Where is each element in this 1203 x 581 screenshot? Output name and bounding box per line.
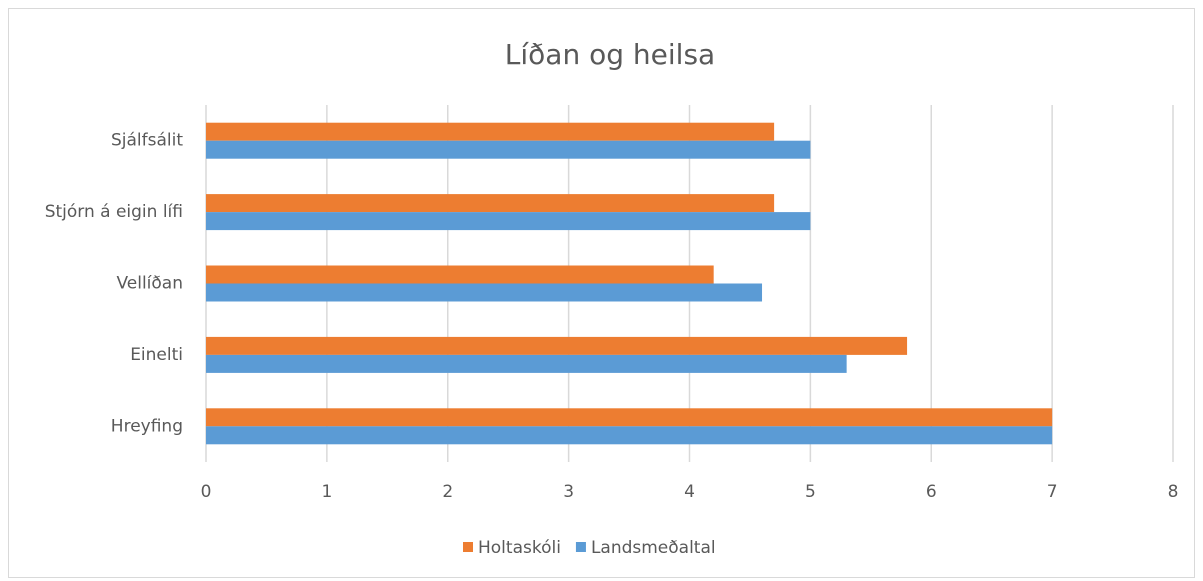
bar bbox=[206, 265, 714, 284]
x-tick-label: 2 bbox=[442, 482, 453, 502]
bar bbox=[206, 194, 775, 213]
legend-swatch bbox=[463, 542, 473, 552]
bar bbox=[206, 426, 1053, 445]
x-tick-label: 1 bbox=[321, 482, 332, 502]
bar bbox=[206, 408, 1053, 427]
bar bbox=[206, 140, 811, 159]
x-tick-label: 6 bbox=[926, 482, 937, 502]
legend-label: Landsmeðaltal bbox=[591, 538, 716, 558]
bar bbox=[206, 354, 847, 373]
x-tick-label: 5 bbox=[805, 482, 816, 502]
y-tick-label: Einelti bbox=[130, 345, 183, 365]
chart-title: Líðan og heilsa bbox=[505, 38, 715, 71]
y-tick-label: Hreyfing bbox=[111, 416, 183, 436]
legend-label: Holtaskóli bbox=[478, 538, 561, 558]
bar bbox=[206, 122, 775, 141]
x-tick-label: 3 bbox=[563, 482, 574, 502]
x-tick-label: 7 bbox=[1047, 482, 1058, 502]
bar bbox=[206, 212, 811, 231]
bar bbox=[206, 336, 908, 355]
x-tick-label: 8 bbox=[1168, 482, 1179, 502]
bar bbox=[206, 283, 763, 302]
y-tick-label: Vellíðan bbox=[116, 274, 183, 294]
y-tick-label: Sjálfsálit bbox=[111, 131, 183, 151]
legend-swatch bbox=[575, 542, 586, 552]
y-tick-label: Stjórn á eigin lífi bbox=[45, 202, 183, 222]
x-tick-label: 0 bbox=[201, 482, 212, 502]
x-tick-label: 4 bbox=[684, 482, 695, 502]
